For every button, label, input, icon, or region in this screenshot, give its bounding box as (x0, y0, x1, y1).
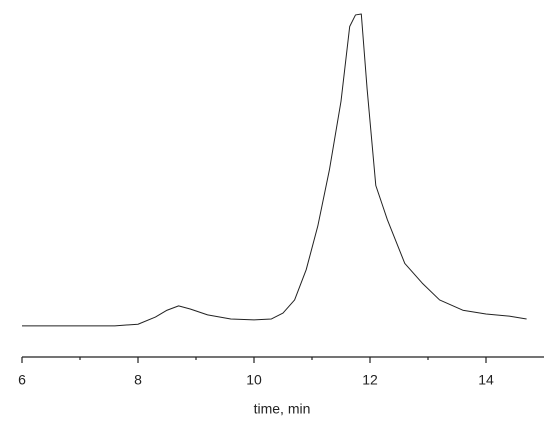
x-tick-label: 14 (478, 372, 494, 388)
x-tick-label: 12 (362, 372, 378, 388)
line-series (22, 13, 527, 327)
x-tick-label: 8 (134, 372, 142, 388)
x-tick-label: 6 (18, 372, 26, 388)
x-tick-label: 10 (246, 372, 262, 388)
x-axis-label: time, min (254, 401, 311, 417)
